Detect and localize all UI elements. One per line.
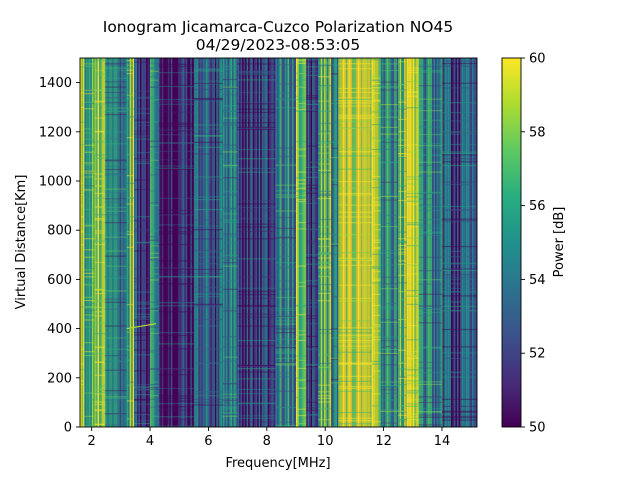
heatmap-band [371, 58, 381, 427]
heatmap-band [223, 58, 239, 427]
x-tick-label: 6 [204, 434, 212, 449]
y-tick-label: 200 [47, 371, 72, 386]
y-tick-label: 1000 [39, 175, 72, 190]
y-tick-label: 1400 [39, 76, 72, 91]
x-axis-label: Frequency[MHz] [225, 456, 330, 471]
heatmap-band [193, 58, 224, 427]
heatmap-area [80, 58, 477, 427]
heatmap-band [126, 58, 135, 427]
y-tick-label: 1200 [39, 125, 72, 140]
colorbar-tick-label: 56 [529, 199, 546, 214]
heatmap-band [331, 58, 339, 427]
heatmap-band [84, 58, 95, 427]
plot-frame [79, 57, 478, 428]
x-tick-label: 8 [263, 434, 271, 449]
x-tick-label: 4 [146, 434, 154, 449]
y-tick-label: 400 [47, 322, 72, 337]
heatmap-band [150, 58, 160, 427]
x-axis: 2 4 6 8 10 12 14 [88, 427, 451, 449]
colorbar-tick-label: 58 [529, 125, 546, 140]
colorbar-tick-label: 60 [529, 52, 546, 67]
y-tick-label: 800 [47, 224, 72, 239]
heatmap-band [94, 58, 106, 427]
heatmap-band [134, 58, 151, 427]
x-tick-label: 14 [434, 434, 451, 449]
x-tick-label: 10 [317, 434, 334, 449]
colorbar-tick-label: 50 [529, 421, 546, 436]
echo-trace [126, 323, 156, 330]
heatmap-band [418, 58, 443, 427]
heatmap-band [80, 58, 85, 427]
heatmap-band [306, 58, 319, 427]
y-axis: 0 200 400 600 800 1000 1200 1400 [39, 76, 80, 436]
heatmap-band [237, 58, 277, 427]
heatmap-band [398, 58, 408, 427]
chart-title: Ionogram Jicamarca-Cuzco Polarization NO… [103, 18, 453, 36]
x-tick-label: 2 [88, 434, 96, 449]
heatmap-band [380, 58, 399, 427]
heatmap-band [338, 58, 373, 427]
colorbar-axis: 50 52 54 56 58 60 [521, 52, 546, 436]
colorbar-tick-label: 54 [529, 273, 546, 288]
chart-subtitle: 04/29/2023-08:53:05 [196, 36, 361, 54]
heatmap-band [158, 58, 194, 427]
colorbar-tick-label: 52 [529, 347, 546, 362]
x-tick-label: 12 [375, 434, 392, 449]
heatmap-band [296, 58, 307, 427]
heatmap-band [406, 58, 419, 427]
colorbar [501, 57, 522, 428]
heatmap-band [104, 58, 128, 427]
y-tick-label: 600 [47, 273, 72, 288]
heatmap-band [317, 58, 332, 427]
colorbar-label: Power [dB] [552, 207, 567, 278]
heatmap-band [441, 58, 477, 427]
heatmap-band [275, 58, 297, 427]
y-tick-label: 0 [64, 421, 72, 436]
y-axis-label: Virtual Distance[Km] [14, 175, 29, 310]
